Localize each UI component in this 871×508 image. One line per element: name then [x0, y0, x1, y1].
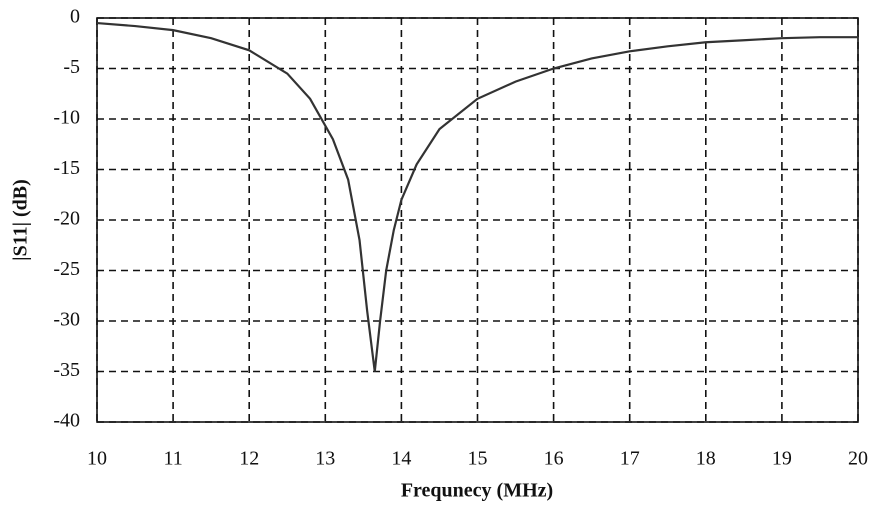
y-axis-label: |S11| (dB) — [10, 179, 32, 261]
x-tick-label: 15 — [468, 448, 488, 470]
x-tick-label: 20 — [848, 448, 868, 470]
y-tick-label: -10 — [53, 107, 80, 129]
y-tick-label: -25 — [53, 258, 80, 280]
y-tick-label: -20 — [53, 208, 80, 230]
plot-frame — [96, 17, 859, 423]
y-tick-label: -15 — [53, 157, 80, 179]
x-tick-label: 10 — [87, 448, 107, 470]
x-tick-label: 16 — [544, 448, 564, 470]
data-line — [96, 21, 858, 372]
x-tick-label: 13 — [315, 448, 335, 470]
x-tick-label: 11 — [163, 448, 182, 470]
y-tick-label: 0 — [70, 6, 80, 28]
y-tick-label: -30 — [53, 309, 80, 331]
x-tick-label: 14 — [391, 448, 411, 470]
y-tick-label: -40 — [53, 410, 80, 432]
x-tick-label: 19 — [772, 448, 792, 470]
x-axis-label: Frequnecy (MHz) — [401, 480, 553, 502]
y-tick-label: -5 — [63, 56, 80, 78]
y-tick-label: -35 — [53, 359, 80, 381]
x-tick-label: 17 — [620, 448, 640, 470]
x-tick-label: 18 — [696, 448, 716, 470]
x-tick-label: 12 — [239, 448, 259, 470]
